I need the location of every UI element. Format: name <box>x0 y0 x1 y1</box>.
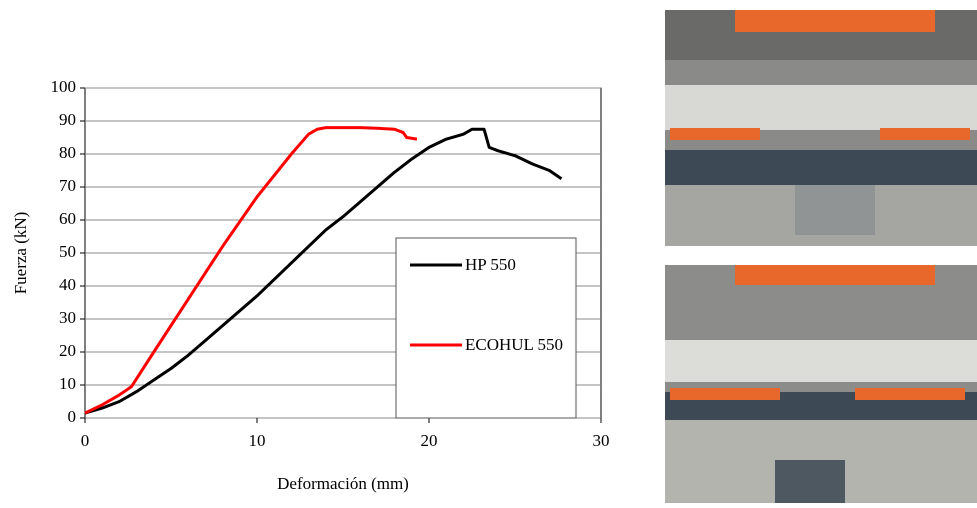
y-tick-label: 80 <box>59 143 76 162</box>
y-tick-label: 10 <box>59 374 76 393</box>
y-axis-title: Fuerza (kN) <box>11 212 30 295</box>
x-tick-label: 30 <box>593 431 610 450</box>
y-tick-label: 40 <box>59 275 76 294</box>
y-tick-label: 70 <box>59 176 76 195</box>
y-tick-label: 30 <box>59 308 76 327</box>
legend-entry: HP 550 <box>465 255 516 274</box>
y-tick-label: 20 <box>59 341 76 360</box>
y-tick-label: 0 <box>68 407 77 426</box>
x-axis-title: Deformación (mm) <box>277 474 409 493</box>
y-tick-label: 90 <box>59 110 76 129</box>
legend-entry: ECOHUL 550 <box>465 335 564 354</box>
photo-bottom <box>665 265 977 503</box>
x-tick-label: 0 <box>81 431 90 450</box>
photo-top <box>665 10 977 246</box>
y-tick-label: 50 <box>59 242 76 261</box>
legend-label: ECOHUL 550 <box>465 335 564 354</box>
series-line <box>84 126 418 415</box>
series-line <box>84 127 563 415</box>
x-tick-label: 20 <box>421 431 438 450</box>
legend-box <box>395 237 577 419</box>
y-tick-label: 100 <box>51 77 77 96</box>
plot: 0 10 20 30 40 50 60 70 80 90 100 0 10 20 30 <box>51 77 610 450</box>
y-tick-label: 60 <box>59 209 76 228</box>
x-tick-label: 10 <box>249 431 266 450</box>
legend-label: HP 550 <box>465 255 516 274</box>
